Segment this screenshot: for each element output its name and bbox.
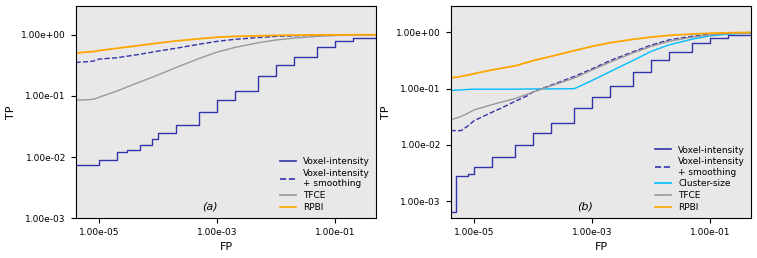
Y-axis label: TP: TP xyxy=(5,105,16,119)
X-axis label: FP: FP xyxy=(594,243,608,252)
X-axis label: FP: FP xyxy=(220,243,232,252)
Text: (b): (b) xyxy=(577,202,593,212)
Text: (a): (a) xyxy=(202,202,217,212)
Legend: Voxel-intensity, Voxel-intensity
+ smoothing, TFCE, RPBI: Voxel-intensity, Voxel-intensity + smoot… xyxy=(276,154,374,215)
Legend: Voxel-intensity, Voxel-intensity
+ smoothing, Cluster-size, TFCE, RPBI: Voxel-intensity, Voxel-intensity + smoot… xyxy=(651,142,749,215)
Y-axis label: TP: TP xyxy=(381,105,391,119)
